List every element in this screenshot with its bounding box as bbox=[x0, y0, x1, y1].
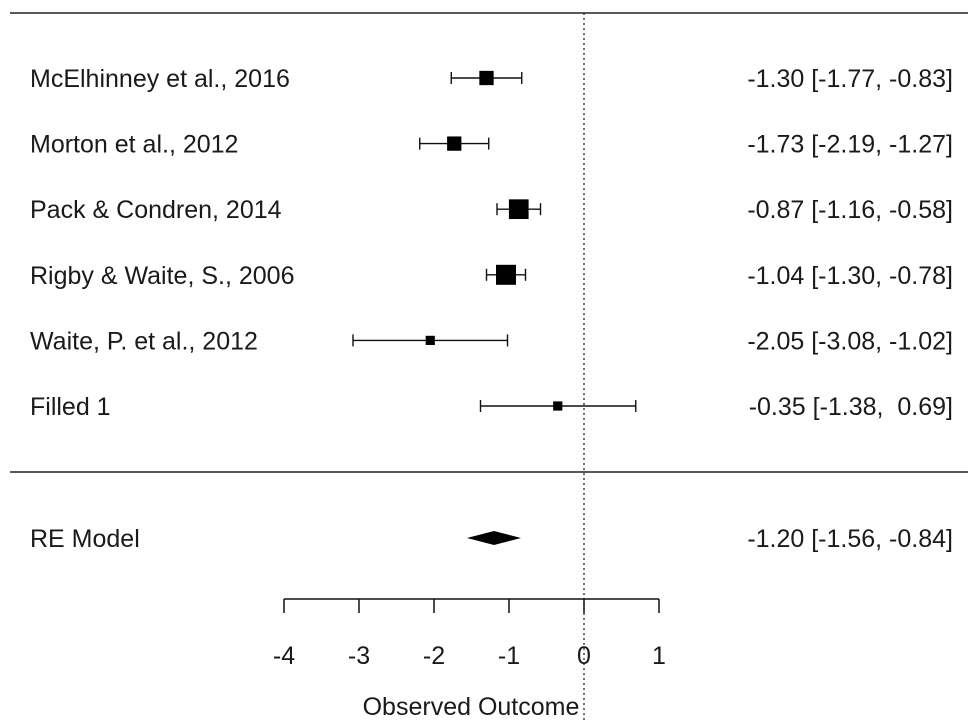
summary-label: RE Model bbox=[30, 525, 140, 553]
x-axis: -4 -3 -2 -1 0 1 bbox=[273, 598, 666, 670]
ci-value-label: -0.35 [-1.38, 0.69] bbox=[749, 393, 953, 421]
x-axis-tick-label: 1 bbox=[652, 642, 666, 670]
ci-value-label: -1.04 [-1.30, -0.78] bbox=[747, 262, 953, 290]
study-row: Pack & Condren, 2014 -0.87 [-1.16, -0.58] bbox=[30, 196, 953, 224]
ci-value-label: -0.87 [-1.16, -0.58] bbox=[747, 196, 953, 224]
ci-value-label: -1.30 [-1.77, -0.83] bbox=[747, 65, 953, 93]
study-label: Rigby & Waite, S., 2006 bbox=[30, 262, 294, 290]
study-label: Morton et al., 2012 bbox=[30, 131, 238, 159]
study-label: Pack & Condren, 2014 bbox=[30, 196, 282, 224]
study-rows: McElhinney et al., 2016 -1.30 [-1.77, -0.… bbox=[30, 65, 953, 421]
x-axis-tick-label: -1 bbox=[498, 642, 520, 670]
study-row: Filled 1 -0.35 [-1.38, 0.69] bbox=[30, 393, 953, 421]
x-axis-tick-label: 0 bbox=[577, 642, 591, 670]
summary-row: RE Model -1.20 [-1.56, -0.84] bbox=[30, 525, 953, 553]
point-estimate-square bbox=[425, 335, 435, 345]
x-axis-tick-label: -3 bbox=[348, 642, 370, 670]
study-label: Filled 1 bbox=[30, 393, 111, 421]
study-row: Morton et al., 2012 -1.73 [-2.19, -1.27] bbox=[30, 131, 953, 159]
study-label: Waite, P. et al., 2012 bbox=[30, 327, 258, 355]
study-row: Waite, P. et al., 2012 -2.05 [-3.08, -1.0… bbox=[30, 327, 953, 355]
ci-value-label: -2.05 [-3.08, -1.02] bbox=[747, 327, 953, 355]
point-estimate-square bbox=[553, 401, 563, 411]
ci-value-label: -1.73 [-2.19, -1.27] bbox=[747, 131, 953, 159]
summary-ci-value-label: -1.20 [-1.56, -0.84] bbox=[747, 525, 953, 553]
point-estimate-square bbox=[508, 199, 529, 220]
x-axis-tick-label: -2 bbox=[423, 642, 445, 670]
study-label: McElhinney et al., 2016 bbox=[30, 65, 290, 93]
point-estimate-square bbox=[496, 264, 516, 285]
point-estimate-square bbox=[447, 136, 462, 151]
study-row: Rigby & Waite, S., 2006 -1.04 [-1.30, -0.… bbox=[30, 262, 953, 290]
study-row: McElhinney et al., 2016 -1.30 [-1.77, -0.… bbox=[30, 65, 953, 93]
x-axis-tick-label: -4 bbox=[273, 642, 295, 670]
x-axis-label: Observed Outcome bbox=[363, 693, 580, 721]
point-estimate-square bbox=[479, 70, 494, 86]
summary-diamond bbox=[467, 531, 521, 545]
